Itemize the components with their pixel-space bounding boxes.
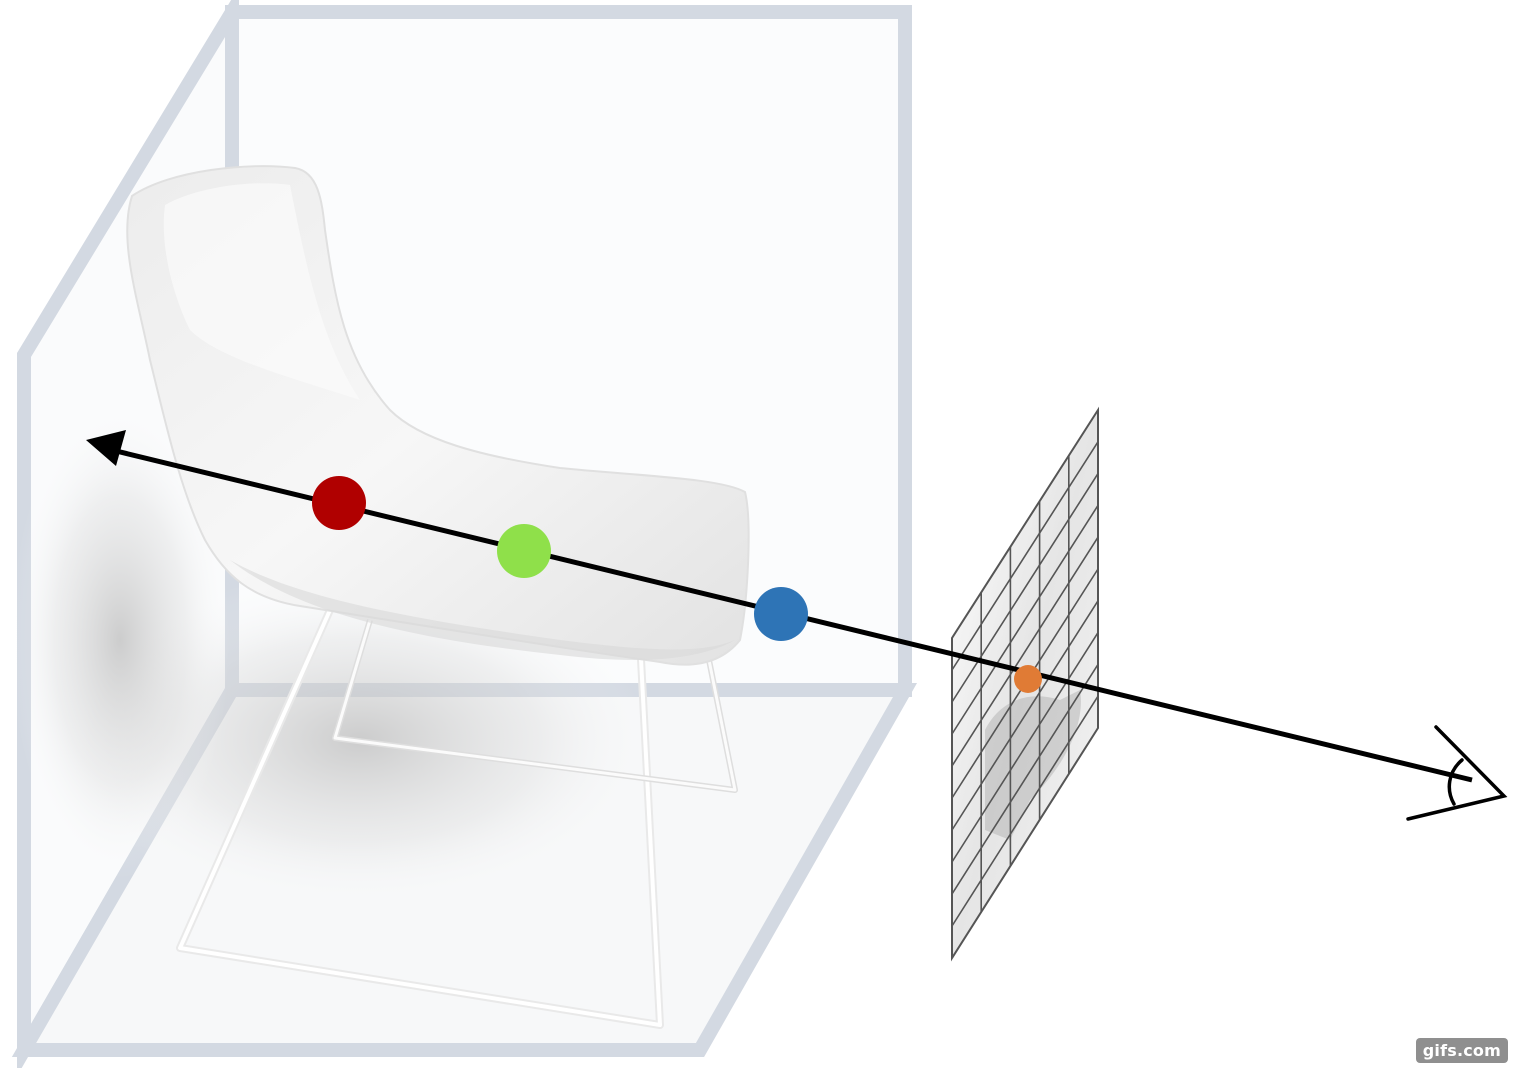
blue-sample-point [754, 587, 808, 641]
pixel-intersection-point [1014, 665, 1042, 693]
grid-row-line [951, 695, 1099, 927]
image-plane-grid-lines [951, 441, 1099, 927]
ray-arrowhead-icon [86, 430, 126, 466]
grid-row-line [951, 441, 1099, 671]
grid-row-line [951, 600, 1099, 831]
chair-legs [176, 608, 738, 1029]
chair-wall-shadow [10, 400, 230, 880]
grid-row-line [951, 663, 1099, 895]
grid-row-line [951, 536, 1099, 767]
chair-shell-highlight [163, 183, 360, 400]
grid-row-line [951, 632, 1099, 863]
camera-eye-icon [1406, 725, 1508, 821]
sample-points [312, 476, 1042, 693]
green-sample-point [497, 524, 551, 578]
chair [126, 165, 750, 1029]
chair-seat-shade [230, 560, 735, 660]
gifs-watermark: gifs.com [1415, 1038, 1508, 1063]
red-sample-point [312, 476, 366, 530]
grid-row-line [951, 504, 1099, 735]
grid-row-line [951, 473, 1099, 703]
